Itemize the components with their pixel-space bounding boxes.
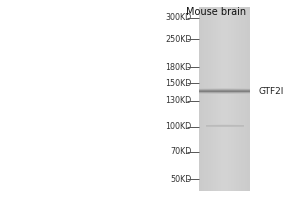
Bar [199, 90, 250, 91]
Bar [218, 7, 220, 191]
Bar [206, 7, 207, 191]
Bar [222, 7, 224, 191]
Bar [213, 7, 214, 191]
Bar [225, 7, 226, 191]
Bar [233, 7, 235, 191]
Text: 300KD: 300KD [166, 13, 192, 22]
Bar [232, 7, 233, 191]
Text: GTF2I: GTF2I [259, 87, 284, 96]
Bar [202, 7, 203, 191]
Bar [229, 7, 230, 191]
Bar [207, 7, 208, 191]
Bar [206, 126, 244, 127]
Bar [209, 7, 211, 191]
Bar [206, 124, 244, 125]
Bar [240, 7, 241, 191]
Bar [226, 7, 227, 191]
Bar [199, 88, 250, 89]
Bar [235, 7, 236, 191]
Bar [244, 7, 245, 191]
Bar [217, 7, 218, 191]
Bar [200, 7, 202, 191]
Bar [208, 7, 209, 191]
Bar [199, 92, 250, 93]
Bar [227, 7, 229, 191]
Text: 100KD: 100KD [166, 122, 192, 131]
Bar [224, 7, 225, 191]
Bar [199, 91, 250, 92]
Bar [230, 7, 231, 191]
Bar [199, 91, 250, 92]
Text: Mouse brain: Mouse brain [186, 7, 246, 17]
Bar [249, 7, 250, 191]
Bar [203, 7, 204, 191]
Bar [237, 7, 238, 191]
Bar [231, 7, 232, 191]
Bar [206, 126, 244, 127]
Bar [212, 7, 213, 191]
Bar [241, 7, 242, 191]
Text: 70KD: 70KD [170, 147, 192, 156]
Bar [199, 90, 250, 91]
Bar [238, 7, 240, 191]
Bar [206, 125, 244, 126]
Bar [221, 7, 222, 191]
Text: 130KD: 130KD [166, 96, 192, 105]
Bar [216, 7, 217, 191]
Bar [242, 7, 244, 191]
Bar [199, 93, 250, 94]
Text: 180KD: 180KD [166, 63, 192, 72]
Bar [245, 7, 246, 191]
Bar [248, 7, 249, 191]
Bar [211, 7, 212, 191]
Bar [204, 7, 206, 191]
Bar [220, 7, 221, 191]
Text: 250KD: 250KD [165, 35, 192, 44]
Bar [199, 7, 200, 191]
Bar [199, 89, 250, 90]
Text: 50KD: 50KD [170, 175, 192, 184]
Bar [214, 7, 216, 191]
Bar [246, 7, 247, 191]
Bar [236, 7, 237, 191]
Text: 150KD: 150KD [165, 79, 192, 88]
